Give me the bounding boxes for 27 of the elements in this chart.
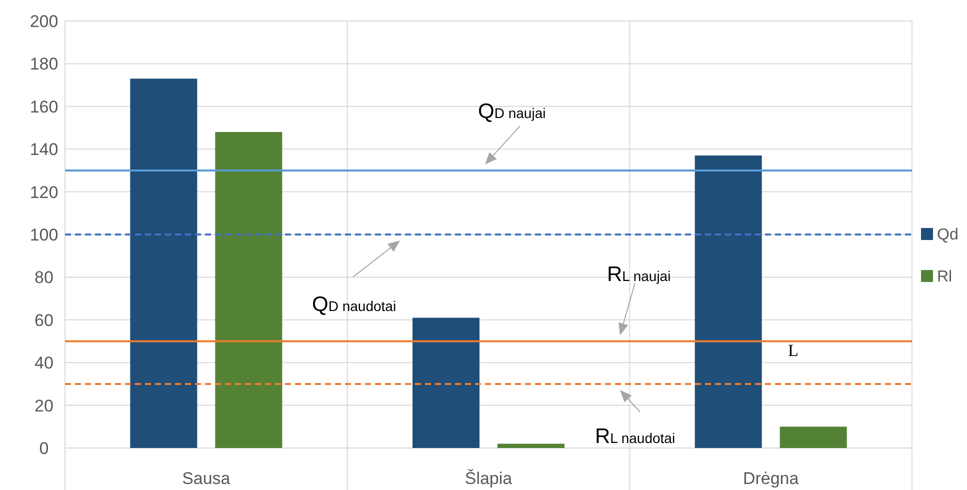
y-tick-label: 60: [34, 310, 54, 330]
bar: [130, 78, 198, 448]
y-tick-label: 100: [30, 225, 58, 244]
ref-line-label: RL naudotai: [595, 425, 676, 448]
ref-line-label: RL naujai: [607, 263, 671, 286]
ref-line-label: QD naudotai: [312, 293, 396, 316]
bar: [780, 426, 847, 448]
y-tick-label: 20: [34, 396, 54, 416]
legend-label: Rl: [937, 268, 952, 286]
y-tick-label: 140: [30, 140, 58, 160]
bar: [215, 132, 282, 448]
y-tick-label: 200: [30, 12, 58, 31]
y-tick-label: 0: [39, 438, 49, 458]
ref-line-label: QD naujai: [478, 100, 546, 123]
y-tick-label: 40: [34, 354, 54, 373]
y-tick-label: 180: [30, 54, 58, 74]
bar: [412, 318, 480, 448]
y-tick-label: 120: [30, 182, 58, 202]
legend-label: Qd: [937, 226, 958, 244]
bar: [694, 156, 762, 448]
bar: [498, 444, 564, 448]
y-tick-label: 160: [30, 97, 58, 116]
x-tick-label: Sausa: [182, 468, 231, 488]
x-tick-label: Drėgna: [742, 468, 800, 488]
y-tick-label: 80: [34, 268, 54, 288]
x-tick-label: Šlapia: [464, 468, 513, 488]
annotation: L: [788, 341, 798, 360]
